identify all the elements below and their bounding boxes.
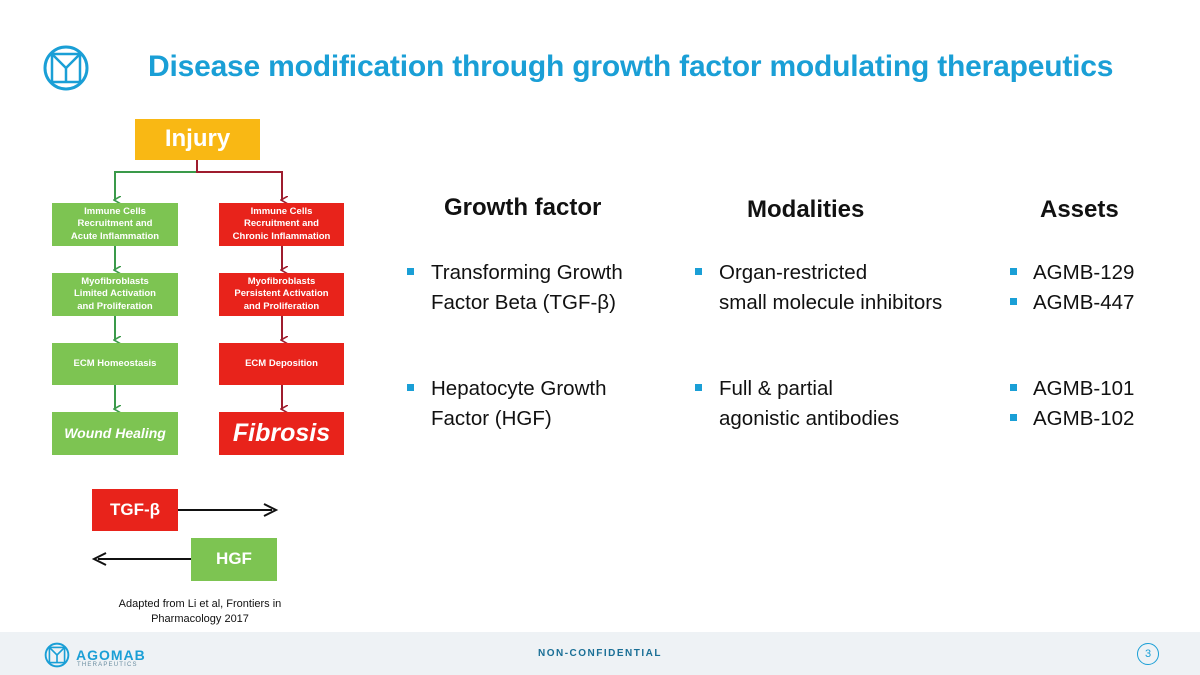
left-arrow-icon <box>91 552 191 566</box>
source-caption: Adapted from Li et al, Frontiers in Phar… <box>118 598 282 625</box>
footer-brand-sub: THERAPEUTICS <box>77 662 138 668</box>
asset-item: AGMB-102 <box>1033 407 1135 430</box>
injury-box: Injury <box>135 119 260 160</box>
footer-brand: AGOMAB <box>76 647 146 663</box>
asset-item: AGMB-101 <box>1033 377 1135 400</box>
wound-healing-box: Wound Healing <box>52 412 178 455</box>
asset-item: AGMB-129 <box>1033 261 1135 284</box>
connector-injury-right <box>196 160 283 200</box>
agomab-logo-icon <box>42 44 90 92</box>
myofibroblast-limited-box: Myofibroblasts Limited Activation and Pr… <box>52 273 178 316</box>
myofibroblast-persistent-box: Myofibroblasts Persistent Activation and… <box>219 273 344 316</box>
page-number: 3 <box>1137 643 1159 665</box>
header-assets: Assets <box>1040 196 1119 223</box>
square-bullet-icon <box>1010 268 1017 275</box>
immune-chronic-box: Immune Cells Recruitment and Chronic Inf… <box>219 203 344 246</box>
square-bullet-icon <box>695 384 702 391</box>
square-bullet-icon <box>407 384 414 391</box>
square-bullet-icon <box>1010 414 1017 421</box>
square-bullet-icon <box>1010 298 1017 305</box>
header-modalities: Modalities <box>747 196 865 223</box>
footer-bar <box>0 632 1200 675</box>
tgf-beta-box: TGF-β <box>92 489 178 531</box>
flowchart-connectors <box>91 160 360 566</box>
ecm-deposition-box: ECM Deposition <box>219 343 344 385</box>
modality-cell: Full & partial agonistic antibodies <box>719 377 900 430</box>
immune-acute-box: Immune Cells Recruitment and Acute Infla… <box>52 203 178 246</box>
hgf-box: HGF <box>191 538 277 581</box>
square-bullet-icon <box>407 268 414 275</box>
modality-cell: Organ-restricted small molecule inhibito… <box>719 261 943 314</box>
asset-item: AGMB-447 <box>1033 291 1135 314</box>
square-bullet-icon <box>1010 384 1017 391</box>
confidentiality-label: NON-CONFIDENTIAL <box>538 648 662 659</box>
growth-factor-cell: Hepatocyte Growth Factor (HGF) <box>431 377 607 430</box>
right-arrow-icon <box>177 503 279 517</box>
square-bullet-icon <box>695 268 702 275</box>
growth-factor-cell: Transforming Growth Factor Beta (TGF-β) <box>431 261 623 314</box>
agomab-logo-icon <box>44 642 70 668</box>
fibrosis-box: Fibrosis <box>219 412 344 455</box>
header-growth-factor: Growth factor <box>444 194 602 221</box>
page-title: Disease modification through growth fact… <box>148 50 1114 83</box>
connector-injury-left <box>114 160 198 200</box>
ecm-homeostasis-box: ECM Homeostasis <box>52 343 178 385</box>
